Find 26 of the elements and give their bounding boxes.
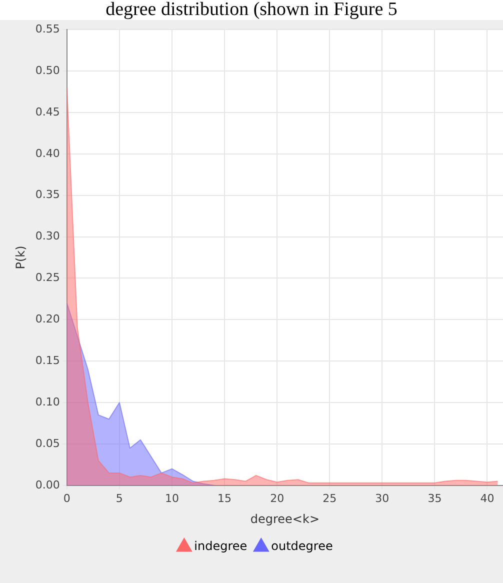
y-tick-label: 0.10 bbox=[35, 395, 60, 408]
y-axis-title: P(k) bbox=[13, 246, 28, 270]
y-tick-label: 0.35 bbox=[35, 188, 60, 202]
y-tick-label: 0.30 bbox=[35, 230, 60, 243]
y-tick-label: 0.50 bbox=[35, 64, 60, 77]
x-tick-label: 35 bbox=[428, 492, 442, 505]
y-tick-label: 0.15 bbox=[35, 354, 60, 367]
x-tick-label: 15 bbox=[218, 492, 232, 505]
y-tick-label: 0.45 bbox=[35, 105, 60, 118]
x-tick-label: 20 bbox=[270, 492, 284, 505]
x-tick-label: 30 bbox=[375, 492, 390, 505]
legend-label: outdegree bbox=[271, 539, 333, 554]
y-tick-label: 0.55 bbox=[35, 22, 60, 36]
y-tick-label: 0.00 bbox=[35, 478, 60, 492]
legend-label: indegree bbox=[194, 539, 248, 554]
y-tick-label: 0.40 bbox=[35, 146, 60, 160]
y-tick-label: 0.05 bbox=[35, 436, 60, 450]
x-axis-title: degree<k> bbox=[250, 512, 320, 526]
y-tick-label: 0.25 bbox=[35, 271, 60, 284]
x-tick-label: 0 bbox=[63, 492, 70, 505]
x-tick-label: 40 bbox=[480, 492, 494, 505]
text: degree distribution (shown in Figure 5 bbox=[104, 0, 398, 20]
x-tick-label: 5 bbox=[116, 492, 123, 505]
y-tick-label: 0.20 bbox=[35, 312, 60, 326]
x-tick-label: 10 bbox=[164, 492, 179, 505]
x-tick-label: 25 bbox=[322, 492, 337, 505]
